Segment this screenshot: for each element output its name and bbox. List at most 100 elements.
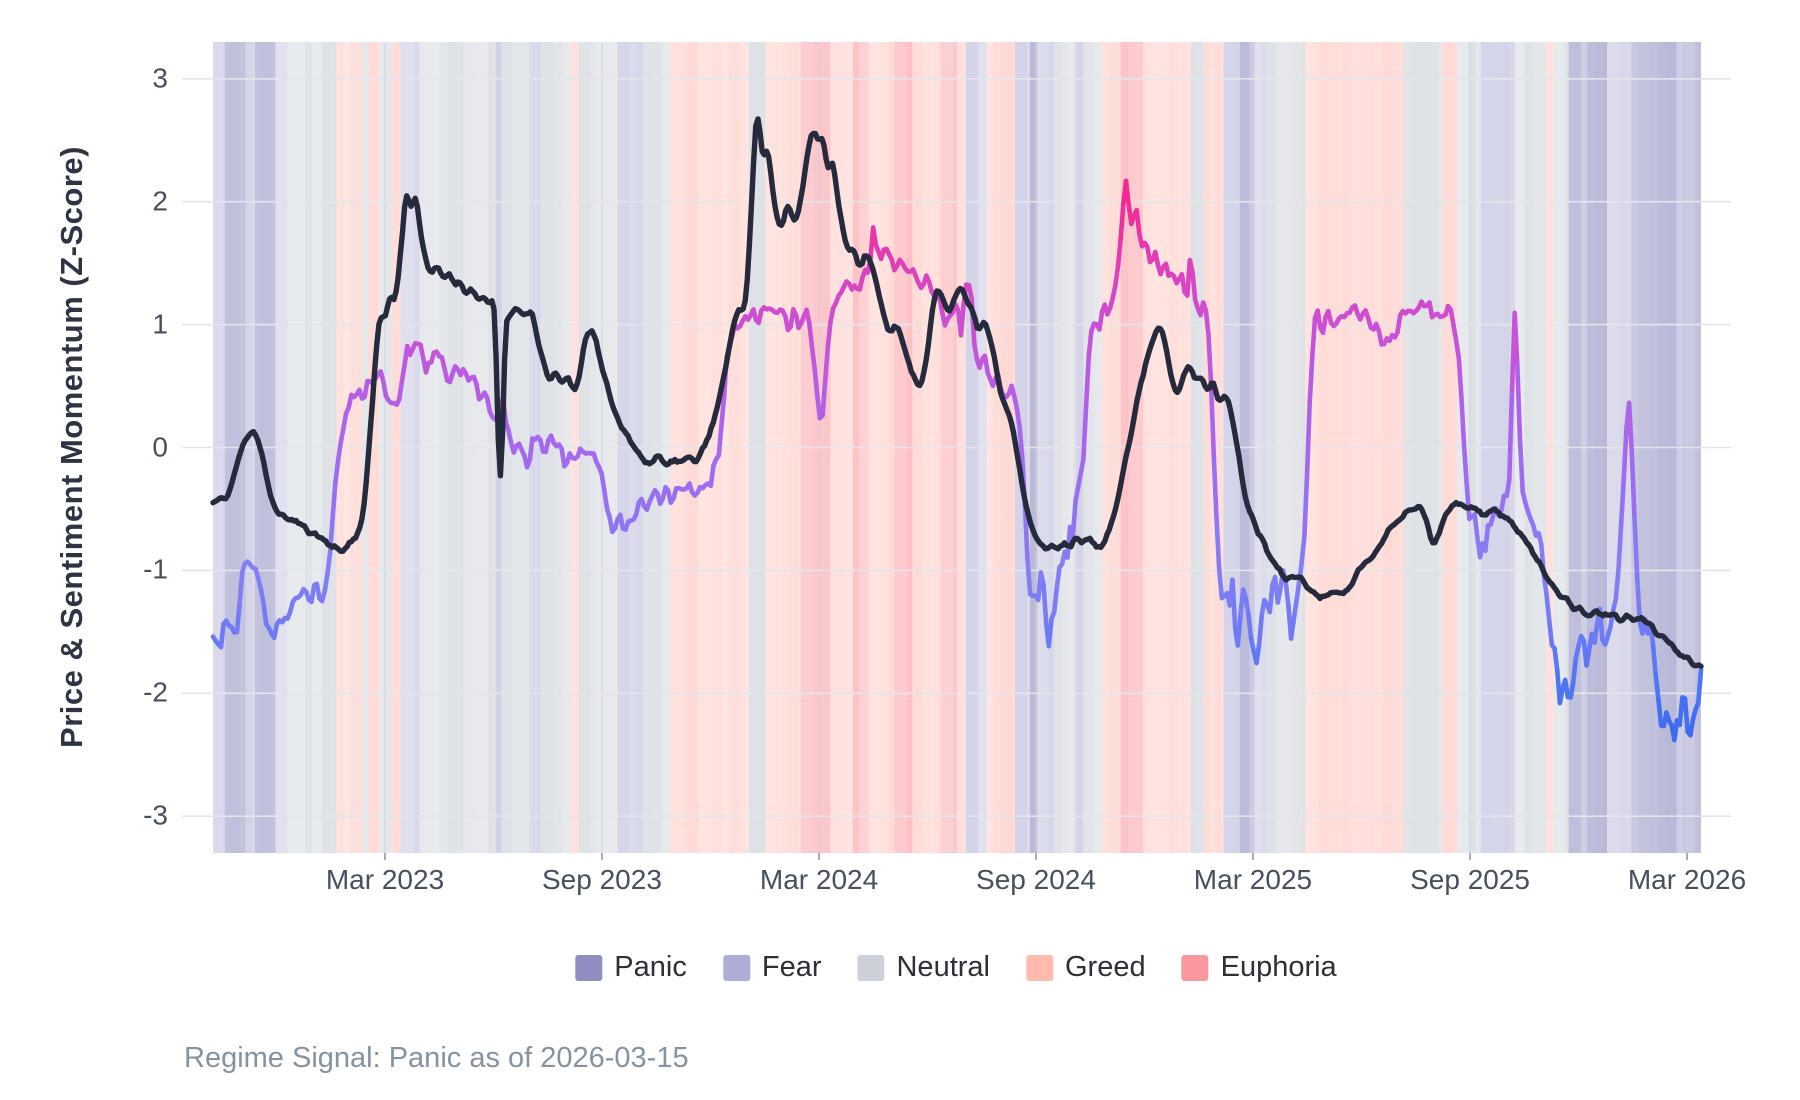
- legend-item-label: Neutral: [896, 951, 990, 983]
- sentiment-line-segment: [1291, 599, 1299, 623]
- sentiment-line-segment: [1544, 592, 1552, 624]
- sentiment-line-segment: [258, 586, 266, 607]
- sentiment-line-segment: [1017, 424, 1025, 460]
- legend-item-label: Greed: [1064, 951, 1146, 983]
- sentiment-line-segment: [1256, 612, 1265, 647]
- sentiment-line-segment: [1216, 567, 1225, 601]
- sentiment-line-segment: [1395, 312, 1403, 335]
- sentiment-line-segment: [1464, 483, 1472, 522]
- sentiment-line-segment: [527, 436, 535, 463]
- sentiment-line-segment: [1310, 315, 1318, 358]
- sentiment-line-segment: [1288, 617, 1296, 641]
- sentiment-line-segment: [1179, 272, 1187, 295]
- legend-item-label: Panic: [614, 951, 687, 983]
- sentiment-line-segment: [1592, 621, 1600, 645]
- sentiment-line-segment: [814, 393, 823, 421]
- sentiment-line-segment: [333, 458, 341, 485]
- sentiment-line-segment: [806, 320, 815, 349]
- sentiment-line-segment: [822, 343, 831, 384]
- sentiment-line-segment: [1097, 309, 1105, 332]
- sentiment-line-segment: [1115, 236, 1123, 269]
- sentiment-line-segment: [1618, 476, 1627, 528]
- sentiment-line-segment: [1616, 522, 1624, 572]
- sentiment-line-segment: [1557, 685, 1565, 706]
- legend-item-euphoria[interactable]: Euphoria: [1181, 951, 1337, 984]
- sentiment-line-segment: [1235, 612, 1243, 648]
- price-momentum-line: [210, 116, 1704, 669]
- sentiment-line-segment: [1243, 595, 1251, 617]
- legend-item-neutral[interactable]: Neutral: [857, 951, 990, 984]
- sentiment-line-segment: [309, 582, 317, 605]
- sentiment-line-segment: [825, 318, 833, 349]
- sentiment-line-segment: [1483, 523, 1491, 554]
- sentiment-line-segment: [1081, 403, 1089, 462]
- sentiment-line-segment: [1014, 406, 1022, 430]
- sentiment-line-segment: [1051, 585, 1060, 615]
- y-tick-label: 3: [152, 62, 168, 94]
- y-tick-label: -3: [143, 799, 168, 831]
- y-tick-label: -1: [143, 553, 168, 585]
- sentiment-line-segment: [820, 378, 828, 418]
- y-tick-label: -2: [143, 676, 168, 708]
- legend-item-label: Euphoria: [1220, 951, 1337, 983]
- legend-item-greed[interactable]: Greed: [1025, 951, 1146, 984]
- sentiment-line-segment: [1626, 400, 1635, 455]
- sentiment-line-segment: [1653, 672, 1661, 702]
- sentiment-line-segment: [1621, 425, 1629, 482]
- sentiment-line-segment: [1134, 208, 1142, 236]
- x-tick-label: Sep 2023: [542, 864, 662, 895]
- sentiment-line-segment: [1504, 477, 1512, 499]
- sentiment-line-segment: [1070, 499, 1078, 541]
- x-tick-label: Mar 2023: [325, 864, 445, 895]
- sentiment-line-segment: [1211, 456, 1219, 521]
- sentiment-line-segment: [719, 394, 727, 429]
- sentiment-line-segment: [1283, 579, 1291, 608]
- sentiment-line-segment: [601, 487, 610, 511]
- legend-item-panic[interactable]: Panic: [575, 951, 687, 984]
- sentiment-line-segment: [708, 463, 716, 489]
- sentiment-line-segment: [218, 621, 226, 650]
- sentiment-line-segment: [1461, 443, 1470, 489]
- plot-area[interactable]: [0, 0, 1800, 930]
- sentiment-line-segment: [1453, 337, 1462, 361]
- x-tick-label: Sep 2025: [1410, 864, 1530, 895]
- sentiment-line-segment: [1570, 655, 1579, 686]
- sentiment-line-segment: [870, 225, 879, 247]
- sentiment-line-segment: [271, 621, 280, 641]
- sentiment-line-segment: [599, 471, 607, 493]
- sentiment-line-segment: [1083, 353, 1092, 409]
- sentiment-line-segment: [1682, 696, 1690, 735]
- sentiment-line-segment: [1632, 514, 1640, 578]
- sentiment-line-segment: [1190, 270, 1198, 303]
- legend-item-fear[interactable]: Fear: [722, 951, 821, 984]
- x-tick-label: Mar 2025: [1193, 864, 1313, 895]
- sentiment-line-segment: [1208, 384, 1217, 462]
- sentiment-line-segment: [982, 353, 990, 375]
- sentiment-line-segment: [1275, 586, 1283, 605]
- y-tick-label: 0: [152, 430, 168, 462]
- sentiment-line-segment: [1562, 677, 1571, 700]
- sentiment-line-segment: [1073, 484, 1081, 504]
- sentiment-line-segment: [322, 571, 330, 594]
- sentiment-line-segment: [812, 365, 820, 398]
- sentiment-line-segment: [1302, 474, 1310, 539]
- sentiment-line-segment: [1634, 573, 1643, 625]
- sentiment-line-segment: [1629, 449, 1637, 520]
- sentiment-line-segment: [1584, 647, 1592, 668]
- sentiment-line-segment: [1118, 201, 1126, 242]
- regime-signal-text: Regime Signal: Panic as of 2026-03-15: [184, 1042, 689, 1074]
- sentiment-line-segment: [1113, 263, 1121, 288]
- sentiment-line-segment: [937, 295, 945, 316]
- sentiment-line-segment: [362, 378, 370, 400]
- legend-swatch-neutral: [857, 954, 885, 981]
- sentiment-line-segment: [1304, 400, 1312, 479]
- sentiment-line-segment: [1299, 533, 1307, 565]
- sentiment-line-segment: [338, 426, 346, 445]
- sentiment-line-segment: [1448, 307, 1456, 327]
- sentiment-line-segment: [335, 439, 344, 463]
- sentiment-line-segment: [1025, 557, 1033, 597]
- legend-swatch-panic: [575, 954, 603, 981]
- sentiment-line-segment: [716, 423, 724, 458]
- legend-swatch-fear: [722, 954, 750, 981]
